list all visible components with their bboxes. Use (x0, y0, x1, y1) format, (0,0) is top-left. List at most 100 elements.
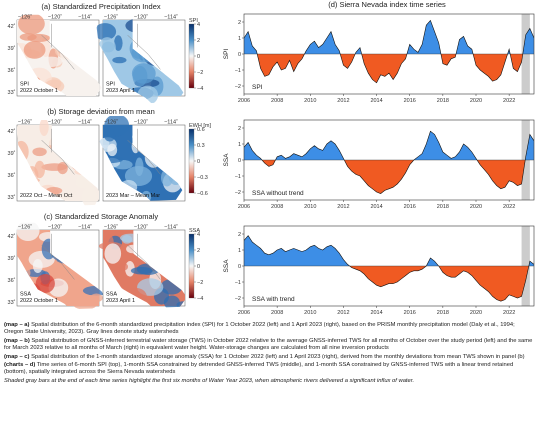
x-tick-label: 2018 (437, 98, 449, 104)
x-tick-label: 2008 (271, 204, 283, 210)
colorbar-tick-label: 0 (197, 159, 200, 165)
y-tick-label: −1 (235, 280, 241, 286)
watershed-lines (127, 23, 161, 70)
map-blob (23, 41, 46, 59)
map-corner-label: 2023 Mar – Mean Mar (106, 193, 160, 199)
watershed-lines (41, 233, 75, 280)
y-axis-label: SSA (223, 153, 230, 167)
map-blob (35, 274, 55, 293)
y-tick-label: −2 (235, 84, 241, 90)
colorbar-tick-label: 0.6 (197, 127, 205, 133)
colorbar-tick-label: 0 (197, 264, 200, 270)
map-corner-label: 2022 October 1 (20, 88, 58, 94)
area-series (244, 19, 534, 84)
lat-tick-label: 42˚ (8, 23, 16, 30)
lat-tick-label: 33˚ (8, 89, 16, 96)
colorbar-tick-label: 0.3 (197, 143, 205, 149)
timeseries-panels: (d) Sierra Nevada index time series 2 1 0 −1… (223, 0, 535, 316)
y-tick-label: 1 (238, 36, 241, 42)
lon-tick-label: −126˚ (18, 224, 32, 231)
map-blob (98, 37, 116, 59)
lat-tick-label: 36˚ (8, 172, 16, 179)
map-blob (32, 147, 47, 157)
map-blob (90, 293, 103, 303)
map-blob (16, 222, 40, 241)
series-line (244, 235, 534, 302)
y-tick-label: −1 (235, 68, 241, 74)
map-row-c: (c) Standardized Storage Anomaly−126˚ −12… (8, 212, 203, 310)
timeseries-panel-1: 2 1 0 −1 −2 2006 2008 2010 2012 2014 2016 2018 2020 2… (223, 13, 535, 104)
watershed-lines (41, 23, 75, 70)
map-blob (112, 19, 122, 26)
series-line (244, 19, 534, 84)
caption-text-c: Spatial distribution of the 1-month stan… (29, 353, 525, 360)
x-tick-label: 2022 (503, 310, 515, 316)
map-blob (40, 56, 63, 67)
caption-text-d: Time series of 6-month SPI (top), 1-mont… (4, 362, 514, 376)
map-title-a: (a) Standardized Precipitation Index (41, 2, 160, 11)
x-tick-label: 2008 (271, 98, 283, 104)
y-axis-label: SSA (223, 259, 230, 273)
caption-paragraph-a: (map – a) Spatial distribution of the 6-… (4, 322, 534, 336)
x-tick-label: 2016 (404, 310, 416, 316)
map-blob (18, 14, 45, 35)
y-tick-label: 2 (238, 126, 241, 132)
map-corner-label: SPI (20, 82, 29, 88)
map-corner-label: SPI (106, 82, 115, 88)
x-tick-label: 2006 (238, 204, 250, 210)
x-tick-label: 2012 (337, 98, 349, 104)
map-blob (27, 33, 51, 43)
colorbar-title: SSA (189, 228, 200, 234)
x-tick-label: 2012 (337, 204, 349, 210)
caption-note-text: Shaded gray bars at the end of each time… (4, 377, 415, 384)
x-tick-label: 2018 (437, 204, 449, 210)
y-axis-label: SPI (223, 49, 230, 60)
y-tick-label: −2 (235, 190, 241, 196)
series-line (244, 130, 534, 194)
colorbar-ramp (188, 23, 195, 89)
area-positive (244, 20, 534, 54)
y-tick-label: 0 (238, 158, 241, 164)
map-blob (34, 160, 45, 179)
x-tick-label: 2010 (304, 310, 316, 316)
map-corner-label: SSA (20, 292, 31, 298)
map-b-left: −126˚ −120˚ −114˚ 42˚ 39˚ 36˚ 33˚ 2022 Oct – Me… (8, 119, 102, 206)
colorbar-tick-label: −2 (197, 280, 203, 286)
lat-tick-label: 39˚ (8, 255, 16, 262)
caption-paragraph-c: (map – c) Spatial distribution of the 1-… (4, 354, 534, 361)
lon-tick-label: −120˚ (134, 119, 148, 126)
watershed-lines (127, 128, 161, 175)
map-blob (32, 259, 43, 273)
x-tick-label: 2020 (470, 98, 482, 104)
watershed-lines (41, 128, 75, 175)
colorbar-ramp (188, 128, 195, 194)
map-blob (118, 262, 128, 271)
colorbar-tick-label: −0.3 (197, 175, 208, 181)
lat-tick-label: 36˚ (8, 277, 16, 284)
colorbar-tick-label: 2 (197, 248, 200, 254)
y-tick-label: −1 (235, 174, 241, 180)
y-tick-label: −2 (235, 296, 241, 302)
map-blob (39, 119, 49, 136)
lon-tick-label: −120˚ (134, 14, 148, 21)
caption-text-a: Spatial distribution of the 6-month stan… (4, 322, 515, 336)
map-corner-label: 2022 Oct – Mean Oct (20, 193, 73, 199)
x-tick-label: 2006 (238, 310, 250, 316)
map-blob (104, 243, 122, 264)
x-tick-label: 2014 (370, 204, 382, 210)
x-tick-label: 2014 (370, 98, 382, 104)
y-tick-label: 2 (238, 232, 241, 238)
y-tick-label: 0 (238, 52, 241, 58)
map-row-a: (a) Standardized Precipitation Index −126… (8, 2, 203, 104)
lat-tick-label: 39˚ (8, 150, 16, 157)
timeseries-panel-2: 2 1 0 −1 −2 2006 2008 2010 2012 2014 2016 2018 2020 2… (223, 119, 535, 210)
lat-tick-label: 39˚ (8, 45, 16, 52)
map-blob (81, 186, 98, 206)
series-label: SSA with trend (252, 296, 295, 303)
caption-head-a: (map – a) (4, 322, 30, 328)
series-label: SPI (252, 84, 263, 91)
area-negative (244, 54, 534, 83)
lat-tick-label: 33˚ (8, 299, 16, 306)
